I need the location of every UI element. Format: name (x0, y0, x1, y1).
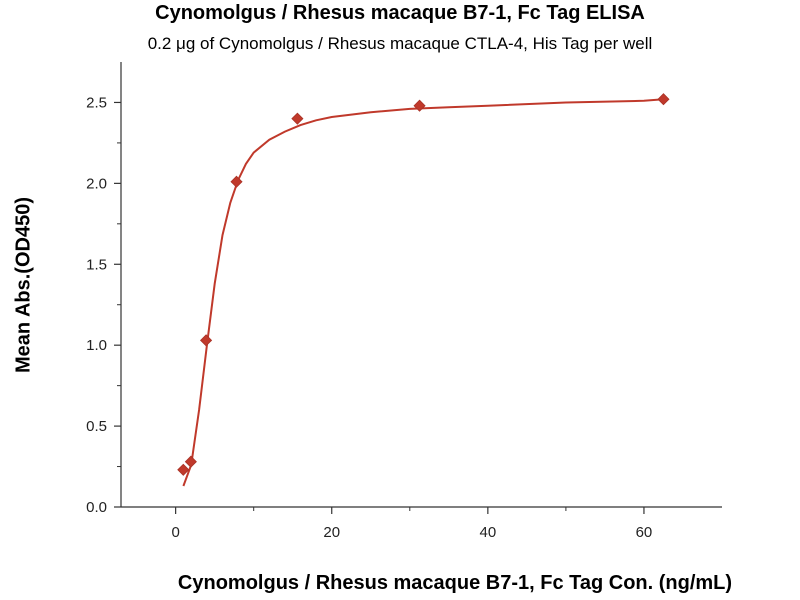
y-tick-label: 1.0 (86, 337, 107, 354)
y-tick-label: 2.0 (86, 175, 107, 192)
data-point (291, 112, 304, 125)
data-point (177, 463, 190, 476)
x-tick-label: 60 (636, 524, 653, 541)
x-tick-label: 40 (480, 524, 497, 541)
data-point (200, 334, 213, 347)
chart-title: Cynomolgus / Rhesus macaque B7-1, Fc Tag… (155, 2, 645, 24)
data-point (230, 175, 243, 188)
fit-curve-line (182, 98, 664, 487)
chart-subtitle: 0.2 μg of Cynomolgus / Rhesus macaque CT… (147, 34, 653, 53)
x-axis-label: Cynomolgus / Rhesus macaque B7-1, Fc Tag… (177, 572, 733, 594)
y-tick-label: 2.5 (86, 94, 107, 111)
y-axis-label: Mean Abs.(OD450) (12, 197, 35, 373)
y-tick-label: 1.5 (86, 256, 107, 273)
data-point (184, 455, 197, 468)
data-point (413, 99, 426, 112)
data-point (657, 93, 670, 106)
x-tick-label: 0 (171, 524, 179, 541)
x-tick-label: 20 (323, 524, 340, 541)
y-tick-label: 0.5 (86, 418, 107, 435)
y-tick-label: 0.0 (86, 499, 107, 516)
data-points (177, 93, 670, 476)
x-axis-ticks: 0 20 40 60 (171, 507, 652, 541)
y-axis-ticks: 0.0 0.5 1.0 1.5 2.0 2.5 (86, 94, 121, 516)
